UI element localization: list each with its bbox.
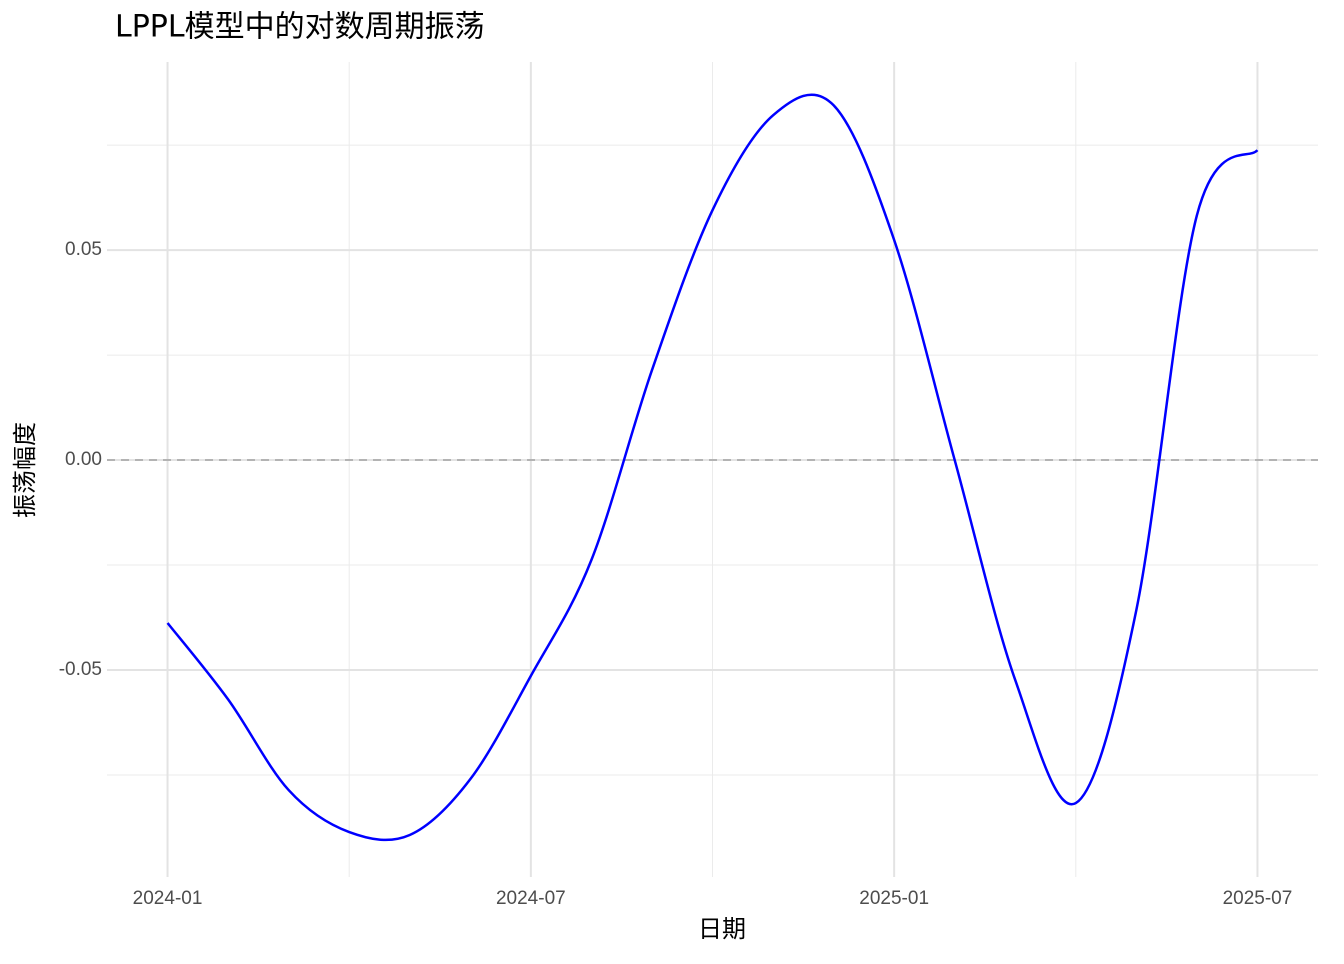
line-series [166, 93, 1259, 842]
y-tick-label: 0.05 [65, 239, 102, 260]
x-axis-label: 日期 [698, 915, 746, 943]
y-tick-label: 0.00 [65, 449, 102, 470]
chart-title: LPPL模型中的对数周期振荡 [115, 10, 485, 45]
x-tick-label: 2025-07 [1223, 888, 1293, 909]
x-tick-label: 2024-07 [496, 888, 566, 909]
x-tick-label: 2025-01 [859, 888, 929, 909]
y-axis-label: 振荡幅度 [11, 422, 39, 518]
y-tick-label: -0.05 [59, 659, 102, 680]
x-tick-label: 2024-01 [133, 888, 203, 909]
